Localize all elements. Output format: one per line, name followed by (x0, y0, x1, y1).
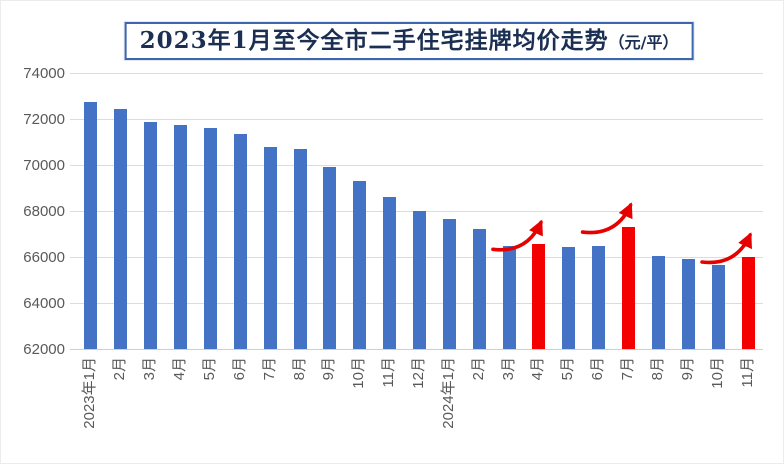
chart-title-unit: （元/平） (608, 33, 679, 52)
x-tick-label: 6月 (589, 357, 607, 381)
y-tick-label: 66000 (23, 248, 65, 266)
bar-11月 (383, 197, 397, 349)
bar-2023年1月 (84, 101, 98, 349)
x-tick-anchor: 8月 (649, 356, 673, 380)
gridline-74000 (70, 72, 763, 74)
chart-title: 2023年1月至今全市二手住宅挂牌均价走势 (139, 27, 609, 54)
y-tick-label: 70000 (23, 156, 65, 174)
bar-8月 (293, 148, 307, 349)
x-tick-label: 8月 (290, 357, 308, 381)
x-tick-label: 7月 (619, 357, 637, 381)
x-tick-anchor: 11月 (380, 356, 412, 388)
bar-10月 (711, 265, 725, 349)
bar-highlight-4月 (532, 244, 546, 349)
bar-4月 (174, 124, 188, 349)
y-tick-label: 64000 (23, 294, 65, 312)
x-tick-label: 9月 (678, 357, 696, 381)
x-tick-label: 5月 (559, 357, 577, 381)
y-tick-label: 68000 (23, 202, 65, 220)
x-tick-anchor: 6月 (589, 356, 613, 380)
bar-3月 (502, 245, 516, 349)
bar-7月 (263, 146, 277, 349)
bar-6月 (592, 245, 606, 349)
x-tick-label: 12月 (410, 357, 427, 389)
bar-3月 (144, 122, 158, 349)
bar-2024年1月 (442, 219, 456, 349)
x-tick-label: 4月 (529, 357, 547, 381)
x-tick-label: 7月 (260, 357, 278, 381)
gridline-72000 (70, 118, 763, 120)
bar-5月 (203, 128, 217, 349)
x-tick-anchor: 12月 (410, 356, 443, 389)
x-tick-anchor: 7月 (619, 356, 643, 380)
x-tick-anchor: 5月 (201, 356, 225, 380)
x-tick-label: 10月 (708, 357, 726, 389)
x-tick-anchor: 2月 (111, 356, 135, 380)
x-tick-anchor: 9月 (320, 356, 344, 380)
bar-5月 (562, 246, 576, 349)
x-tick-label: 3月 (499, 357, 517, 381)
y-tick-label: 72000 (23, 110, 65, 128)
bar-8月 (651, 255, 665, 349)
bar-9月 (681, 259, 695, 349)
gridline-70000 (70, 164, 763, 166)
x-tick-label: 2023年1月 (81, 357, 99, 429)
chart-title-box: 2023年1月至今全市二手住宅挂牌均价走势（元/平） (124, 22, 694, 60)
x-tick-anchor: 3月 (500, 356, 524, 380)
x-tick-label: 11月 (380, 357, 398, 388)
x-tick-anchor: 5月 (559, 356, 583, 380)
x-tick-anchor: 4月 (171, 356, 195, 380)
x-tick-anchor: 11月 (739, 356, 771, 388)
x-tick-anchor: 8月 (291, 356, 315, 380)
x-tick-label: 11月 (738, 357, 756, 388)
bar-highlight-11月 (741, 257, 755, 349)
x-tick-label: 9月 (320, 357, 338, 381)
bar-6月 (233, 133, 247, 349)
x-tick-label: 10月 (350, 357, 368, 389)
x-tick-anchor: 2月 (470, 356, 494, 380)
x-tick-label: 2月 (111, 357, 129, 381)
bar-highlight-7月 (622, 227, 636, 349)
y-tick-label: 74000 (23, 64, 65, 82)
y-tick-label: 62000 (23, 340, 65, 358)
x-tick-anchor: 7月 (261, 356, 285, 380)
bar-10月 (353, 181, 367, 349)
x-tick-label: 5月 (200, 357, 218, 381)
x-tick-label: 8月 (648, 357, 666, 381)
x-tick-label: 2024年1月 (439, 357, 457, 429)
x-tick-label: 4月 (171, 357, 189, 381)
gridline-62000 (70, 348, 763, 350)
x-tick-anchor: 9月 (679, 356, 703, 380)
x-tick-label: 2月 (469, 357, 487, 381)
bar-2月 (114, 108, 128, 349)
x-tick-anchor: 10月 (350, 356, 383, 389)
x-tick-anchor: 6月 (231, 356, 255, 380)
bar-12月 (413, 211, 426, 349)
x-tick-anchor: 4月 (529, 356, 553, 380)
bar-2月 (472, 229, 486, 349)
x-tick-anchor: 10月 (709, 356, 742, 389)
x-tick-anchor: 3月 (141, 356, 165, 380)
x-tick-label: 6月 (230, 357, 248, 381)
x-tick-label: 3月 (141, 357, 159, 381)
bar-9月 (323, 167, 337, 349)
